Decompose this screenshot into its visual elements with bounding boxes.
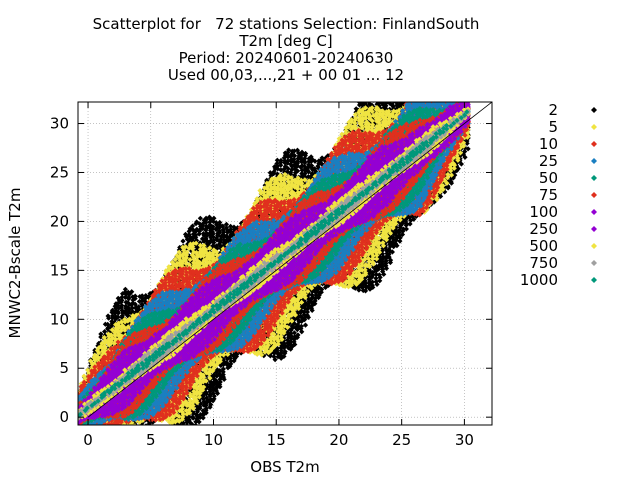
legend-label-1000: 1000 xyxy=(520,271,558,289)
legend-label-2: 2 xyxy=(548,101,558,119)
density-band-1000 xyxy=(78,109,470,419)
x-tick-label-2: 10 xyxy=(204,431,223,449)
x-axis-ticks: 0 5 10 15 20 25 30 xyxy=(83,102,474,449)
legend-marker-750 xyxy=(591,260,597,266)
legend-label-250: 250 xyxy=(529,220,558,238)
y-tick-label-2: 10 xyxy=(50,310,69,328)
legend-marker-500 xyxy=(591,243,597,249)
legend-label-25: 25 xyxy=(539,152,558,170)
legend-label-10: 10 xyxy=(539,135,558,153)
x-tick-label-5: 25 xyxy=(392,431,411,449)
plot-frame xyxy=(77,101,493,426)
y-tick-label-3: 15 xyxy=(50,261,69,279)
legend-label-750: 750 xyxy=(529,254,558,272)
legend-marker-25 xyxy=(591,158,597,164)
legend-label-100: 100 xyxy=(529,203,558,221)
legend-marker-5 xyxy=(591,124,597,130)
y-tick-label-6: 30 xyxy=(50,115,69,133)
legend-marker-10 xyxy=(591,141,597,147)
y-axis-label: MNWC2-Bscale T2m xyxy=(6,188,24,339)
chart-title-line-4: Used 00,03,...,21 + 00 01 ... 12 xyxy=(0,67,572,84)
y-tick-label-1: 5 xyxy=(59,359,69,377)
y-axis-ticks: 0 5 10 15 20 25 30 xyxy=(50,115,492,426)
legend-marker-100 xyxy=(591,209,597,215)
y-tick-label-4: 20 xyxy=(50,212,69,230)
identity-line xyxy=(87,102,492,418)
chart-title-line-2: T2m [deg C] xyxy=(0,33,572,50)
legend-marker-50 xyxy=(591,175,597,181)
x-tick-label-3: 15 xyxy=(267,431,286,449)
legend-label-500: 500 xyxy=(529,237,558,255)
legend-marker-75 xyxy=(591,192,597,198)
x-tick-label-1: 5 xyxy=(146,431,156,449)
legend-label-50: 50 xyxy=(539,169,558,187)
legend-label-5: 5 xyxy=(548,118,558,136)
density-points xyxy=(78,102,471,425)
chart-title-line-1: Scatterplot for 72 stations Selection: F… xyxy=(0,16,572,33)
legend-label-75: 75 xyxy=(539,186,558,204)
x-tick-label-6: 30 xyxy=(455,431,474,449)
legend-marker-250 xyxy=(591,226,597,232)
legend-marker-1000 xyxy=(591,277,597,283)
x-tick-label-0: 0 xyxy=(83,431,93,449)
x-tick-label-4: 20 xyxy=(329,431,348,449)
y-tick-label-0: 0 xyxy=(59,408,69,426)
x-axis-label: OBS T2m xyxy=(250,458,319,476)
legend-marker-2 xyxy=(591,107,597,113)
y-tick-label-5: 25 xyxy=(50,163,69,181)
chart-title-line-3: Period: 20240601-20240630 xyxy=(0,50,572,67)
